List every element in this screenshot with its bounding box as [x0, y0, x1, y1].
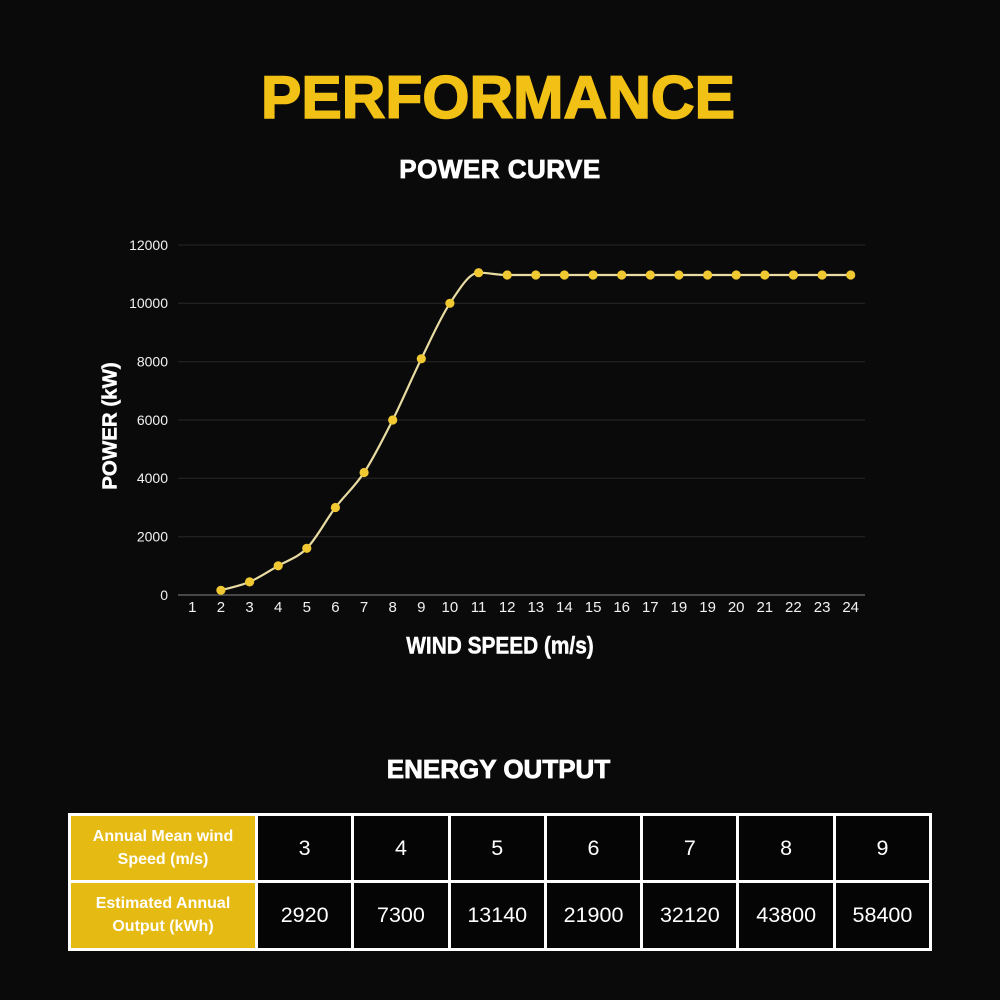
svg-text:13: 13 [527, 599, 544, 616]
svg-text:19: 19 [671, 599, 688, 616]
svg-text:21: 21 [756, 599, 773, 616]
svg-text:WIND SPEED (m/s): WIND SPEED (m/s) [406, 633, 594, 660]
svg-text:6: 6 [331, 599, 339, 616]
svg-text:24: 24 [842, 599, 859, 616]
svg-text:12000: 12000 [129, 237, 168, 253]
svg-text:12: 12 [499, 599, 516, 616]
svg-text:17: 17 [642, 599, 659, 616]
svg-text:POWER (kW): POWER (kW) [100, 362, 122, 490]
svg-text:22: 22 [785, 599, 802, 616]
svg-text:10000: 10000 [129, 295, 168, 311]
svg-text:0: 0 [160, 587, 168, 603]
svg-text:4: 4 [274, 599, 282, 616]
svg-text:7: 7 [360, 599, 368, 616]
svg-text:19: 19 [699, 599, 716, 616]
svg-text:3: 3 [245, 599, 253, 616]
svg-text:9: 9 [417, 599, 425, 616]
svg-text:4000: 4000 [137, 470, 168, 486]
svg-text:8000: 8000 [137, 354, 168, 370]
svg-text:10: 10 [442, 599, 459, 616]
svg-text:1: 1 [188, 599, 196, 616]
svg-text:16: 16 [613, 599, 630, 616]
svg-text:2: 2 [217, 599, 225, 616]
svg-text:20: 20 [728, 599, 745, 616]
svg-text:6000: 6000 [137, 412, 168, 428]
svg-text:8: 8 [389, 599, 397, 616]
svg-text:23: 23 [814, 599, 831, 616]
svg-text:11: 11 [471, 599, 487, 616]
svg-text:2000: 2000 [137, 529, 168, 545]
svg-text:15: 15 [585, 599, 602, 616]
svg-text:5: 5 [303, 599, 311, 616]
svg-text:14: 14 [556, 599, 573, 616]
